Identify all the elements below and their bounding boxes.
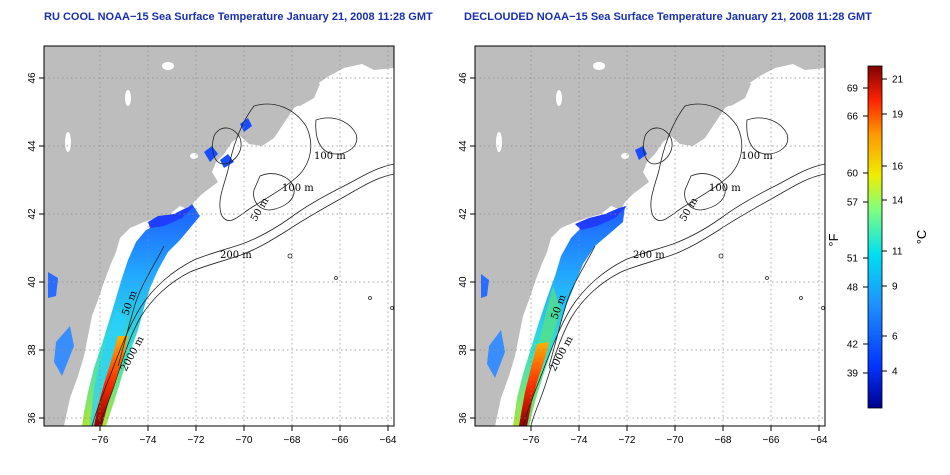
y-tick-label: 42 [27,208,38,220]
y-tick-label: 38 [27,344,38,356]
x-tick-label: −70 [236,435,253,446]
x-tick-label: −70 [667,435,684,446]
celsius-tick-label: 19 [892,110,904,121]
y-tick-label: 40 [27,276,38,288]
contour-label-200m: 200 m [220,250,252,261]
colorbar-fahrenheit-ticks: 69 66 60 57 51 48 42 39 [847,84,868,380]
right-map-title: DECLOUDED NOAA−15 Sea Surface Temperatur… [464,11,872,23]
left-map-frame [43,45,395,427]
y-tick-label: 38 [458,344,469,356]
right-y-axis: 36 38 40 42 44 46 [458,72,475,424]
fahrenheit-tick-label: 42 [847,340,859,351]
x-tick-label: −66 [332,435,349,446]
colorbar-celsius-ticks: 21 19 16 14 11 9 6 4 [882,75,904,378]
x-tick-label: −64 [380,435,397,446]
y-tick-label: 40 [458,276,469,288]
y-tick-label: 42 [458,208,469,220]
x-tick-label: −68 [284,435,301,446]
right-map-frame [474,45,826,427]
y-tick-label: 46 [27,72,38,84]
left-map-title: RU COOL NOAA−15 Sea Surface Temperature … [44,11,433,23]
celsius-tick-label: 16 [892,162,904,173]
x-tick-label: −68 [715,435,732,446]
contour-label-100m-georges: 100 m [282,183,314,194]
contour-label-100m-north: 100 m [314,151,346,162]
y-tick-label: 36 [27,412,38,424]
colorbar-gradient [867,65,883,409]
fahrenheit-tick-label: 69 [847,84,859,95]
right-sst-swath [481,146,647,426]
x-tick-label: −76 [523,435,540,446]
y-tick-label: 44 [458,140,469,152]
fahrenheit-tick-label: 48 [847,283,859,294]
contour-label-200m: 200 m [633,250,665,261]
left-map-panel: 100 m 100 m 50 m 200 m 50 m 2000 m [43,45,395,427]
celsius-tick-label: 14 [892,196,904,207]
fahrenheit-tick-label: 57 [847,198,859,209]
left-sst-swath [48,118,252,426]
contour-label-100m-georges: 100 m [709,183,741,194]
celsius-tick-label: 21 [892,75,904,86]
x-tick-label: −64 [811,435,828,446]
fahrenheit-unit-label: °F [826,233,841,246]
x-tick-label: −76 [92,435,109,446]
y-tick-label: 36 [458,412,469,424]
fahrenheit-tick-label: 60 [847,169,859,180]
x-tick-label: −74 [140,435,157,446]
x-tick-label: −66 [763,435,780,446]
y-tick-label: 44 [27,140,38,152]
right-map-panel: 100 m 100 m 50 m 200 m 50 m 2000 m [474,45,826,427]
colorbar: 69 66 60 57 51 48 42 39 21 19 16 14 11 9 6 4 °F °C [826,65,929,409]
y-tick-label: 46 [458,72,469,84]
x-tick-label: −74 [571,435,588,446]
x-tick-label: −72 [619,435,636,446]
x-tick-label: −72 [188,435,205,446]
celsius-tick-label: 4 [892,367,898,378]
left-y-axis: 36 38 40 42 44 46 [27,72,44,424]
celsius-tick-label: 11 [892,247,903,258]
fahrenheit-tick-label: 39 [847,369,859,380]
fahrenheit-tick-label: 66 [847,112,859,123]
contour-label-100m-north: 100 m [741,151,773,162]
celsius-tick-label: 6 [892,332,898,343]
fahrenheit-tick-label: 51 [847,254,859,265]
celsius-tick-label: 9 [892,282,898,293]
left-x-axis: −76 −74 −72 −70 −68 −66 −64 [92,426,397,446]
celsius-unit-label: °C [914,230,929,245]
right-x-axis: −76 −74 −72 −70 −68 −66 −64 [523,426,828,446]
